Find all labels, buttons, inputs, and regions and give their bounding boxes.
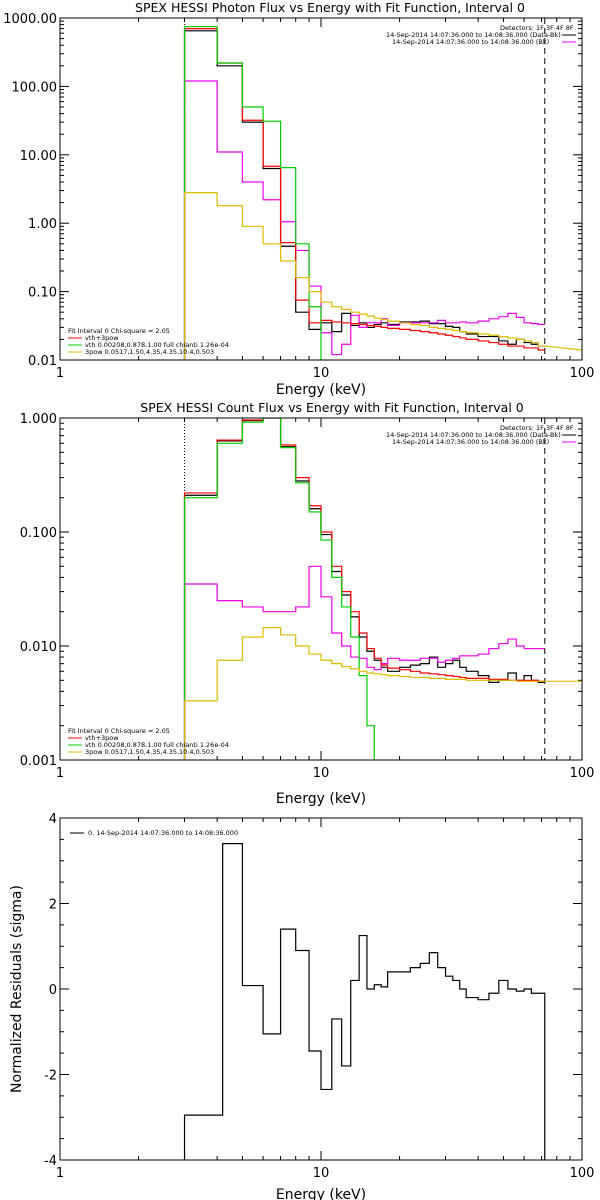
y-tick-label: 0.10 — [28, 286, 57, 301]
series-line-vth-3pow — [183, 418, 545, 760]
residuals-panel: -4 -2 0 2 4 1 10 100 Energy (keV) Normalized R… — [9, 812, 594, 1200]
y-tick-label: 0 — [49, 983, 57, 998]
series-line-series-0 — [183, 418, 545, 760]
series-line-vth-3pow — [183, 28, 545, 360]
y-tick-label: 0.010 — [20, 640, 57, 655]
series-tail-3pow — [544, 345, 582, 351]
y-tick-label: 0.100 — [20, 526, 57, 541]
count-flux-series — [183, 418, 582, 760]
count-flux-legend-vth3pow: vth+3pow — [85, 734, 119, 742]
count-flux-legend-3pow: 3pow 0.0517,1.50,4.35,4.35,10.4,0.503 — [85, 748, 214, 756]
x-tick-label: 1 — [56, 766, 64, 781]
residuals-plot-frame — [59, 817, 583, 1161]
y-tick-label: 4 — [49, 812, 57, 827]
y-tick-label: 1.00 — [28, 217, 57, 232]
y-tick-label: -4 — [44, 1154, 57, 1169]
count-flux-vertical-markers — [184, 418, 546, 760]
y-tick-label: 1.000 — [20, 412, 57, 427]
count-flux-x-tick-labels: 1 10 100 — [56, 766, 595, 781]
series-line-vth-0-00208-0-878-1-00-f — [183, 418, 375, 760]
y-tick-label: 0.001 — [20, 754, 57, 769]
residuals-ticks — [59, 817, 582, 1161]
residuals-x-tick-labels: 1 10 100 — [56, 1166, 595, 1181]
series-line-3pow-0-0517-1-50-4-35-4- — [183, 627, 545, 760]
series-line-0-14-sep-2014-14-07-36-0 — [183, 843, 546, 1160]
photon-flux-fit-header: Fit Interval 0 Chi-square = 2.05 — [68, 327, 170, 335]
photon-flux-panel: SPEX HESSI Photon Flux vs Energy with Fi… — [3, 0, 595, 398]
photon-flux-x-axis-label: Energy (keV) — [276, 382, 366, 398]
count-flux-detectors-label: Detectors: 1F 3F 4F 8F — [500, 424, 574, 432]
x-tick-label: 10 — [313, 366, 330, 381]
x-tick-label: 10 — [313, 766, 330, 781]
count-flux-title: SPEX HESSI Count Flux vs Energy with Fit… — [140, 400, 523, 415]
y-tick-label: 10.00 — [20, 149, 57, 164]
count-flux-interval-1-label: 14-Sep-2014 14:07:36.000 to 14:08:36.000… — [386, 431, 561, 439]
series-line-3pow-0-0517-1-50-4-35-4- — [183, 192, 545, 360]
residuals-legend-label: 0. 14-Sep-2014 14:07:36.000 to 14:08:36.… — [88, 829, 238, 837]
series-line-series-1 — [183, 565, 545, 760]
x-tick-label: 1 — [56, 1166, 64, 1181]
x-tick-label: 1 — [56, 366, 64, 381]
series-line-vth-0-00208-0-878-1-00-f — [183, 25, 322, 360]
photon-flux-legend-vth3pow: vth+3pow — [85, 334, 119, 342]
photon-flux-title: SPEX HESSI Photon Flux vs Energy with Fi… — [135, 0, 525, 15]
count-flux-y-tick-labels: 0.001 0.010 0.100 1.000 — [20, 412, 57, 769]
residuals-y-axis-label: Normalized Residuals (sigma) — [9, 885, 25, 1093]
y-tick-label: -2 — [44, 1069, 57, 1084]
x-tick-label: 10 — [313, 1166, 330, 1181]
y-tick-label: 2 — [49, 898, 57, 913]
count-flux-interval-2-label: 14-Sep-2014 14:07:36.000 to 14:08:36.000… — [392, 438, 549, 446]
y-tick-label: 0.01 — [28, 354, 57, 369]
photon-flux-x-tick-labels: 1 10 100 — [56, 366, 595, 381]
count-flux-panel: SPEX HESSI Count Flux vs Energy with Fit… — [20, 400, 595, 807]
photon-flux-plot-frame — [59, 17, 583, 361]
photon-flux-y-tick-labels: 0.01 0.10 1.00 10.00 100.00 1000.00 — [3, 12, 57, 369]
count-flux-fit-header: Fit Interval 0 Chi-square = 2.05 — [68, 727, 170, 735]
photon-flux-legend-vth: vth 0.00208,0.878,1.00 full chianti 1.26… — [85, 341, 229, 349]
photon-flux-detectors-label: Detectors: 1F 3F 4F 8F — [500, 24, 574, 32]
count-flux-x-axis-label: Energy (keV) — [276, 791, 366, 807]
count-flux-plot-frame — [59, 417, 583, 761]
photon-flux-interval-2-label: 14-Sep-2014 14:07:36.000 to 14:08:36.000… — [392, 38, 549, 46]
x-tick-label: 100 — [570, 1166, 595, 1181]
photon-flux-series — [183, 25, 582, 360]
residuals-x-axis-label: Energy (keV) — [276, 1187, 366, 1200]
y-tick-label: 1000.00 — [3, 12, 57, 27]
residuals-y-tick-labels: -4 -2 0 2 4 — [44, 812, 57, 1169]
count-flux-legend-vth: vth 0.00208,0.878,1.00 full chianti 1.26… — [85, 741, 229, 749]
photon-flux-vertical-markers — [184, 18, 546, 360]
photon-flux-legend-3pow: 3pow 0.0517,1.50,4.35,4.35,10.4,0.503 — [85, 348, 214, 356]
x-tick-label: 100 — [570, 366, 595, 381]
photon-flux-interval-1-label: 14-Sep-2014 14:07:36.000 to 14:08:36.000… — [386, 31, 561, 39]
y-tick-label: 100.00 — [12, 80, 58, 95]
residuals-series — [183, 843, 546, 1160]
x-tick-label: 100 — [570, 766, 595, 781]
